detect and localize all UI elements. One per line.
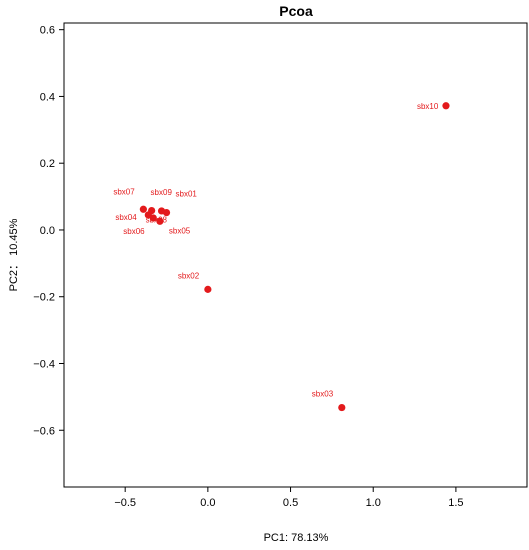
y-tick-label: 0.4: [40, 91, 55, 103]
x-tick-label: 0.5: [283, 497, 298, 509]
y-tick-label: 0.2: [40, 158, 55, 170]
data-point-sbx07: [139, 205, 147, 213]
y-tick-label: −0.4: [33, 358, 55, 370]
y-axis-label: PC2： 10.45%: [8, 218, 20, 291]
y-tick-label: −0.6: [33, 425, 55, 437]
data-point-sbx03: [338, 403, 346, 412]
point-labels: sbx01 sbx02 sbx03 sbx04 sbx05 sbx06 sbx07 sbx08…: [113, 102, 439, 399]
point-label-sbx06: sbx06: [123, 227, 145, 236]
y-axis: −0.6 −0.4 −0.2 0.0 0.2 0.4 0.6: [33, 25, 64, 437]
point-label-sbx01: sbx01: [176, 190, 198, 199]
data-point-sbx06: [149, 214, 157, 222]
data-point-sbx10: [442, 102, 450, 110]
x-axis-label: PC1: 78.13%: [264, 532, 329, 544]
data-point-sbx09: [157, 207, 166, 215]
plot-area: [63, 22, 528, 488]
data-point-sbx05: [156, 217, 164, 225]
x-axis: −0.5 0.0 0.5 1.0 1.5: [114, 487, 464, 509]
data-point-sbx02: [204, 285, 212, 293]
y-tick-label: 0.6: [40, 25, 55, 37]
x-tick-label: 0.0: [200, 497, 215, 509]
data-point-sbx08: [148, 207, 156, 215]
point-label-sbx03: sbx03: [312, 390, 334, 399]
point-label-sbx05: sbx05: [169, 226, 191, 235]
point-label-sbx07: sbx07: [113, 187, 135, 196]
point-label-sbx10: sbx10: [417, 102, 439, 111]
chart-title: Pcoa: [279, 3, 313, 19]
x-tick-label: −0.5: [114, 497, 136, 509]
x-tick-label: 1.5: [448, 497, 463, 509]
x-tick-label: 1.0: [366, 497, 381, 509]
y-tick-label: −0.2: [33, 292, 55, 304]
point-label-sbx09: sbx09: [151, 188, 173, 197]
point-label-sbx02: sbx02: [178, 271, 200, 280]
data-points: [139, 102, 450, 412]
y-tick-label: 0.0: [40, 225, 55, 237]
point-label-sbx04: sbx04: [115, 213, 137, 222]
point-label-sbx08: sbx08: [146, 216, 168, 225]
